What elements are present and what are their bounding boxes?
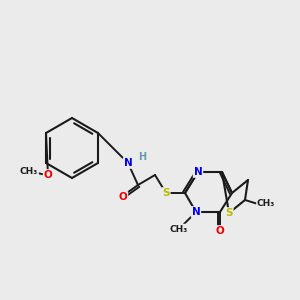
Text: CH₃: CH₃ — [170, 224, 188, 233]
Text: N: N — [192, 207, 200, 217]
Text: O: O — [216, 226, 224, 236]
Text: S: S — [225, 208, 233, 218]
Text: N: N — [194, 167, 202, 177]
Text: H: H — [138, 152, 146, 162]
Text: CH₃: CH₃ — [257, 200, 275, 208]
Text: N: N — [124, 158, 132, 168]
Text: O: O — [118, 192, 127, 202]
Text: O: O — [44, 170, 52, 180]
Text: CH₃: CH₃ — [20, 167, 38, 176]
Text: S: S — [162, 188, 170, 198]
